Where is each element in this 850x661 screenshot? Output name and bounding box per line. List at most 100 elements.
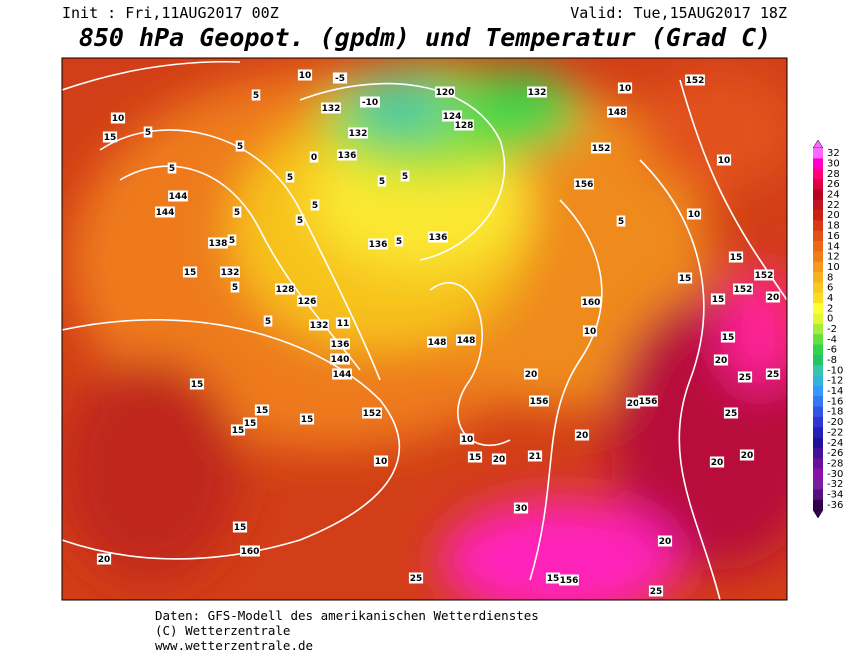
map-label: -5 — [335, 74, 345, 84]
colorbar-label: -16 — [827, 396, 843, 407]
map-label-box — [189, 378, 205, 390]
map-label-box — [686, 208, 702, 220]
map-label-box — [657, 535, 673, 547]
colorbar-label: -8 — [827, 355, 837, 366]
map-label: 20 — [98, 555, 111, 565]
map-label-box — [716, 154, 732, 166]
map-label: 152 — [734, 285, 753, 295]
map-label: 128 — [455, 121, 474, 131]
map-label-box — [625, 397, 641, 409]
map-label: 148 — [608, 108, 627, 118]
map-label-box — [285, 171, 295, 183]
map-label-box — [723, 407, 739, 419]
map-label-box — [737, 371, 753, 383]
map-label-box — [428, 231, 448, 243]
map-label-box — [297, 295, 317, 307]
colorbar-swatch — [813, 458, 823, 469]
map-label: 0 — [311, 153, 317, 163]
map-label: 5 — [265, 317, 271, 327]
colorbar-label: 30 — [827, 159, 840, 170]
map-label-box — [427, 336, 447, 348]
map-label-box — [263, 315, 273, 327]
map-label: 144 — [169, 192, 188, 202]
colorbar-label: -6 — [827, 345, 837, 356]
map-label: 21 — [529, 452, 542, 462]
map-label-box — [335, 317, 351, 329]
map-label-box — [435, 86, 455, 98]
footer-copyright: (C) Wetterzentrale — [155, 623, 290, 638]
map-label: 5 — [237, 142, 243, 152]
map-label: 148 — [428, 338, 447, 348]
map-label: 15 — [256, 406, 269, 416]
map-label-box — [295, 214, 305, 226]
map-label: 140 — [331, 355, 350, 365]
colorbar-label: -28 — [827, 458, 843, 469]
map-label: 15 — [184, 268, 197, 278]
map-label-box — [348, 127, 368, 139]
map-label: 132 — [349, 129, 368, 139]
colorbar-label: 10 — [827, 262, 840, 273]
map-label: 15 — [469, 453, 482, 463]
map-label: 10 — [112, 114, 125, 124]
map-label-box — [574, 429, 590, 441]
map-label-box — [297, 69, 313, 81]
colorbar-label: 12 — [827, 252, 840, 263]
map-label: 132 — [528, 88, 547, 98]
map-label-box — [337, 149, 357, 161]
colorbar-label: -30 — [827, 469, 843, 480]
colorbar-label: -2 — [827, 324, 837, 335]
map-label-box — [227, 234, 237, 246]
map-label: 20 — [493, 455, 506, 465]
colorbar-label: 22 — [827, 200, 840, 211]
map-label-box — [467, 451, 483, 463]
map-label-box — [110, 112, 126, 124]
map-label-box — [442, 110, 462, 122]
colorbar-swatch — [813, 406, 823, 418]
colorbar-label: 32 — [827, 148, 840, 159]
colorbar-swatch — [813, 396, 823, 407]
colorbar-label: -20 — [827, 417, 843, 428]
map-label: 136 — [369, 240, 388, 250]
map-label-box — [607, 106, 627, 118]
map-label: 136 — [338, 151, 357, 161]
map-label-box — [559, 574, 579, 586]
colorbar-swatch — [813, 354, 823, 366]
map-label-box — [230, 281, 240, 293]
colorbar-swatch — [813, 158, 823, 169]
map-label-box — [710, 293, 726, 305]
colorbar-swatch — [813, 447, 823, 459]
colorbar-swatch — [813, 478, 823, 490]
map-label: 152 — [686, 76, 705, 86]
map-label: 15 — [712, 295, 725, 305]
map-label-box — [527, 86, 547, 98]
map-label-box — [491, 453, 507, 465]
colorbar-label: -14 — [827, 386, 843, 397]
colorbar-swatch — [813, 427, 823, 438]
colorbar-swatch — [813, 375, 823, 387]
map-label: 11 — [337, 319, 350, 329]
map-label-box — [545, 572, 561, 584]
map-label-box — [230, 424, 246, 436]
colorbar-swatch — [813, 282, 823, 294]
map-label: 20 — [525, 370, 538, 380]
map-label-box — [168, 190, 188, 202]
colorbar-label: 24 — [827, 190, 840, 201]
map-label-box — [529, 395, 549, 407]
map-label: 5 — [396, 237, 402, 247]
colorbar-label: -34 — [827, 489, 843, 500]
colorbar-swatch — [813, 437, 823, 449]
map-label-box — [102, 131, 118, 143]
colorbar-swatch — [813, 230, 823, 242]
map-label-box — [765, 291, 781, 303]
map-label: 20 — [576, 431, 589, 441]
colorbar-label: 4 — [827, 293, 833, 304]
map-label-box — [677, 272, 693, 284]
colorbar-bottom-arrow — [812, 509, 824, 519]
map-label-box — [408, 572, 424, 584]
map-label-box — [182, 266, 198, 278]
map-label-box — [310, 199, 320, 211]
map-label-box — [143, 126, 153, 138]
map-label: 10 — [461, 435, 474, 445]
map-label-box — [330, 338, 350, 350]
map-frame — [61, 57, 788, 601]
